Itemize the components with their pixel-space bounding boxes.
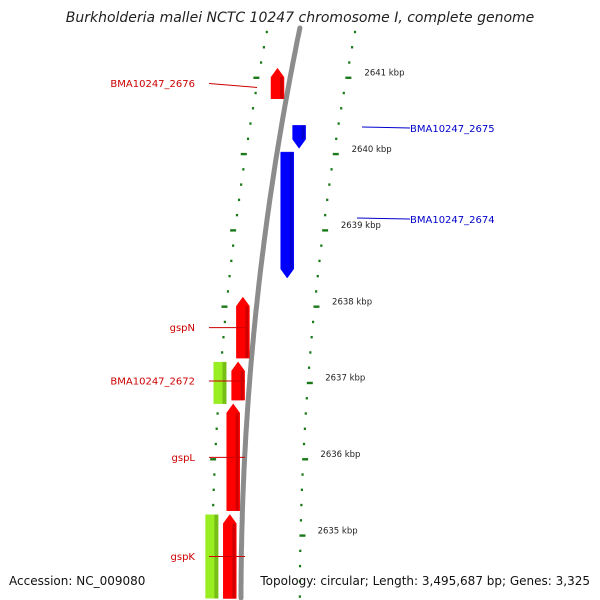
gene-arrow-shade [245, 306, 249, 359]
gene-arrow-shade [301, 125, 305, 140]
chromosome-backbone [238, 25, 303, 600]
gene-arrow-shade [232, 523, 236, 599]
gene-label: BMA10247_2672 [110, 377, 195, 388]
scale-label: 2641 kbp [364, 69, 404, 79]
label-leader-line [208, 82, 258, 88]
gene-label: BMA10247_2676 [110, 79, 195, 90]
gene-arrow-shade [289, 152, 293, 270]
gene-label: BMA10247_2674 [410, 215, 495, 226]
gene-arrow-shade [240, 370, 244, 401]
outer-tick-ring [298, 30, 357, 598]
scale-label: 2639 kbp [341, 221, 381, 231]
scale-label: 2636 kbp [320, 450, 360, 460]
gene-arrow-shade [235, 412, 239, 511]
gene-label: gspL [172, 453, 196, 464]
gene-arrow [270, 67, 285, 99]
gene-label: BMA10247_2675 [410, 124, 495, 135]
scale-label: 2637 kbp [325, 374, 365, 384]
gene-arrow-shade [280, 77, 284, 99]
gene-arrow [280, 151, 294, 279]
scale-label: 2638 kbp [332, 297, 372, 307]
gene-label: gspN [170, 323, 195, 334]
label-leader-line [361, 126, 411, 129]
genome-summary-text: Topology: circular; Length: 3,495,687 bp… [260, 574, 590, 588]
gene-labels: BMA10247_2676 BMA10247_2675 BMA10247_2674g… [110, 79, 494, 563]
scale-label: 2640 kbp [352, 145, 392, 155]
gene-track [223, 67, 306, 599]
label-leader-line [356, 217, 411, 220]
gene-arrow [292, 125, 306, 149]
gene-label: gspK [171, 552, 196, 563]
scale-label: 2635 kbp [318, 526, 358, 536]
accession-text: Accession: NC_009080 [9, 574, 146, 588]
map-title: Burkholderia mallei NCTC 10247 chromosom… [65, 10, 535, 26]
scale-labels: 2641 kbp 2640 kbp 2639 kbp 2638 kbp 2637 kbp… [318, 69, 405, 537]
green-feature-shade [222, 361, 227, 404]
